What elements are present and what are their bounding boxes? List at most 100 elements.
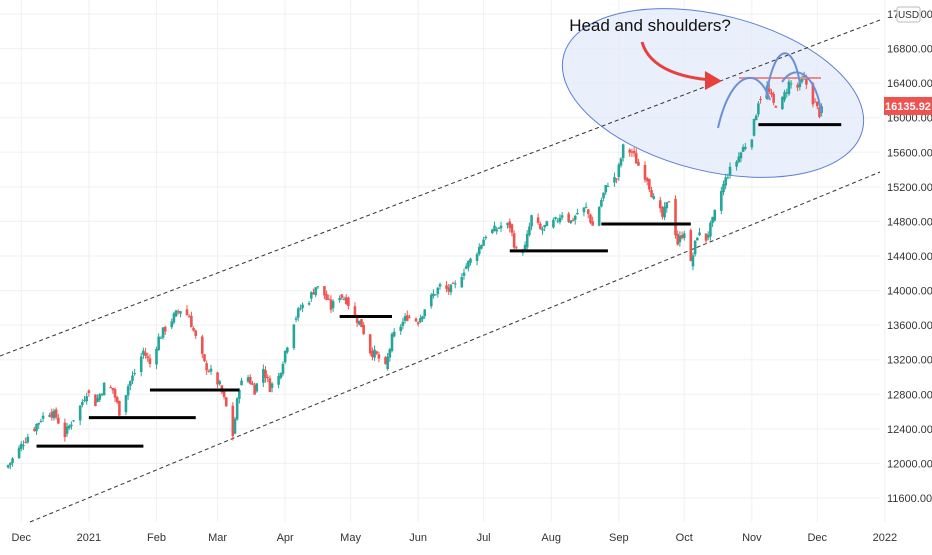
overlay-back xyxy=(0,8,881,523)
candle-body xyxy=(102,382,106,396)
candle-body xyxy=(360,319,363,328)
candle-body xyxy=(87,390,91,393)
x-tick-label: Apr xyxy=(277,532,294,544)
candle-body xyxy=(573,215,577,220)
candle-body xyxy=(179,311,182,314)
candle-body xyxy=(495,229,498,232)
candle-body xyxy=(597,207,601,226)
candle-body xyxy=(460,277,464,288)
candle-body xyxy=(661,207,664,217)
y-tick-label: 12400.00 xyxy=(887,424,932,436)
candle-body xyxy=(539,223,542,229)
candle-body xyxy=(401,321,405,326)
x-tick-label: 2021 xyxy=(77,532,101,544)
candle-body xyxy=(41,415,45,419)
candle-body xyxy=(264,370,267,378)
candle-body xyxy=(423,309,427,317)
candle-body xyxy=(680,234,684,239)
candle-body xyxy=(663,206,666,218)
candle-body xyxy=(63,422,67,438)
candle-body xyxy=(270,383,274,388)
candle-body xyxy=(83,400,86,402)
candle-body xyxy=(268,378,272,392)
candle-body xyxy=(187,316,191,318)
candle-body xyxy=(209,368,213,372)
y-tick-label: 12000.00 xyxy=(887,458,932,470)
candle-body xyxy=(560,215,564,218)
candle-body xyxy=(155,348,158,365)
candle-body xyxy=(35,424,38,432)
candle-body xyxy=(292,324,296,349)
currency-badge xyxy=(896,6,921,23)
y-tick-label: 14400.00 xyxy=(887,251,932,263)
candle-body xyxy=(172,313,176,323)
candle-body xyxy=(604,185,608,193)
candle-body xyxy=(159,337,163,339)
candle-body xyxy=(340,294,344,298)
candle-body xyxy=(277,376,280,385)
y-tick-label: 13600.00 xyxy=(887,320,932,332)
candle-body xyxy=(255,383,259,392)
candle-body xyxy=(515,247,518,249)
candle-body xyxy=(429,294,433,307)
candle-body xyxy=(57,417,60,424)
candle-body xyxy=(115,397,119,403)
candle-body xyxy=(744,146,747,150)
candle-body xyxy=(248,376,252,384)
candle-body xyxy=(408,316,411,318)
candle-body xyxy=(131,375,134,382)
candle-body xyxy=(50,411,54,418)
candle-body xyxy=(327,298,331,300)
candle-body xyxy=(22,444,25,446)
candle-body xyxy=(536,217,540,223)
candle-body xyxy=(449,284,453,293)
candle-body xyxy=(301,304,304,309)
candle-body xyxy=(545,221,549,227)
candle-body xyxy=(373,349,376,358)
candle-body xyxy=(637,162,640,166)
candle-body xyxy=(296,308,300,318)
candle-body xyxy=(39,420,43,422)
y-tick-label: 13200.00 xyxy=(887,355,932,367)
candle-body xyxy=(24,442,27,444)
candle-body xyxy=(26,436,30,443)
candle-body xyxy=(72,420,75,422)
candle-body xyxy=(113,389,117,398)
candle-body xyxy=(619,158,623,166)
last-price-label: 16135.92 xyxy=(885,101,931,113)
candle-body xyxy=(371,350,374,357)
candle-body xyxy=(789,83,793,85)
candle-body xyxy=(6,465,10,468)
candle-body xyxy=(728,166,732,175)
candle-body xyxy=(375,351,379,354)
candle-body xyxy=(357,320,361,325)
candle-body xyxy=(558,217,562,223)
candle-body xyxy=(678,235,682,243)
candle-body xyxy=(752,118,756,136)
candle-body xyxy=(693,240,697,255)
candle-body xyxy=(543,224,546,228)
candle-body xyxy=(632,150,636,154)
x-tick-label: May xyxy=(340,532,361,544)
candle-body xyxy=(238,389,241,399)
candle-body xyxy=(316,286,320,288)
candle-body xyxy=(772,93,775,103)
candle-body xyxy=(617,164,621,178)
candle-body xyxy=(294,318,298,320)
candle-body xyxy=(709,222,712,237)
candle-body xyxy=(667,201,671,203)
candle-body xyxy=(556,220,560,222)
candle-body xyxy=(800,78,804,82)
candle-body xyxy=(453,283,457,285)
x-tick-label: Oct xyxy=(676,532,693,544)
candle-body xyxy=(737,156,741,163)
candle-body xyxy=(606,185,610,187)
candle-body xyxy=(523,244,527,252)
x-tick-label: Sep xyxy=(609,532,629,544)
candle-body xyxy=(19,443,23,449)
x-tick-label: Nov xyxy=(742,532,762,544)
currency-label: USD xyxy=(898,10,919,21)
candle-body xyxy=(251,383,254,385)
candle-body xyxy=(399,326,403,332)
candle-body xyxy=(589,214,592,223)
